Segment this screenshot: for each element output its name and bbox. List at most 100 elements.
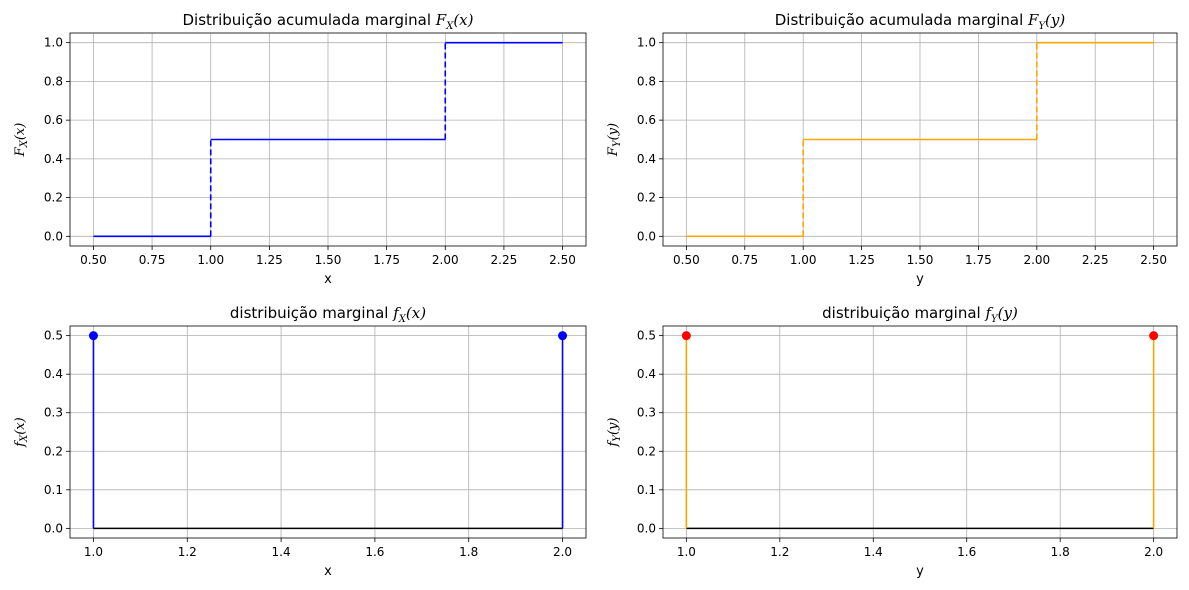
y-tick-label: 0.3: [44, 406, 63, 420]
axes-frame: [69, 32, 587, 247]
math-base: f: [13, 440, 28, 448]
math-argument: (y): [606, 123, 621, 141]
x-tick-label: 2.50: [1140, 253, 1167, 267]
x-tick-label: 1.0: [84, 545, 103, 559]
title-text: distribuição marginal: [230, 304, 393, 322]
x-tick-label: 2.00: [1023, 253, 1050, 267]
y-tick-label: 0.3: [637, 406, 656, 420]
y-axis-label: FX(x): [13, 123, 30, 158]
x-tick-label: 1.00: [197, 253, 224, 267]
x-tick-label: 0.50: [80, 253, 107, 267]
x-tick-label: 1.75: [373, 253, 400, 267]
x-tick-label: 1.50: [315, 253, 342, 267]
math-base: f: [392, 304, 401, 322]
y-tick-label: 0.5: [44, 329, 63, 343]
subplot-1: 0.50 0.75 1.00 1.25 1.50 1.75 2.00 2.25 2.50 0.0 0…: [13, 11, 587, 287]
axes-frame: [662, 325, 1178, 539]
math-subscript: X: [19, 434, 30, 443]
math-base: F: [606, 146, 621, 157]
y-tick-label: 0.8: [637, 74, 656, 88]
x-tick-label: 2.50: [549, 253, 576, 267]
x-tick-label: 1.75: [965, 253, 992, 267]
y-tick-label: 0.0: [44, 521, 63, 535]
y-tick-label: 0.2: [44, 444, 63, 458]
y-tick-label: 0.0: [44, 229, 63, 243]
x-tick-label: 1.8: [1051, 545, 1070, 559]
math-base: F: [13, 146, 28, 157]
subplot-3: 1.0 1.2 1.4 1.6 1.8 2.0 0.0 0.1 0.2 0.3 0.4 0.5 dist…: [13, 304, 587, 579]
subplot-title: Distribuição acumulada marginal FY(y): [775, 11, 1066, 32]
x-tick-label: 1.25: [256, 253, 283, 267]
x-tick-label: 1.2: [770, 545, 789, 559]
subplot-title: distribuição marginal fX(x): [230, 304, 426, 325]
stem-marker: [681, 331, 691, 341]
y-tick-label: 1.0: [44, 36, 63, 50]
x-tick-label: 1.00: [790, 253, 817, 267]
y-axis-label: fY(y): [606, 418, 623, 448]
y-tick-label: 0.1: [44, 483, 63, 497]
subplot-2: 0.50 0.75 1.00 1.25 1.50 1.75 2.00 2.25 2.50 0.0 0…: [606, 11, 1178, 287]
math-subscript: X: [398, 314, 407, 325]
y-tick-label: 0.4: [637, 367, 656, 381]
math-argument: (x): [13, 417, 28, 434]
x-tick-label: 1.6: [365, 545, 384, 559]
math-subscript: Y: [991, 314, 999, 325]
y-tick-label: 0.8: [44, 74, 63, 88]
x-tick-label: 0.50: [673, 253, 700, 267]
x-tick-label: 0.75: [731, 253, 758, 267]
x-tick-label: 2.25: [491, 253, 518, 267]
math-subscript: X: [445, 21, 454, 32]
x-axis-label: y: [916, 564, 924, 579]
y-tick-label: 0.2: [637, 191, 656, 205]
x-tick-label: 2.0: [1144, 545, 1163, 559]
math-argument: (y): [1045, 11, 1065, 29]
title-text: distribuição marginal: [822, 304, 985, 322]
y-tick-label: 0.0: [637, 229, 656, 243]
x-tick-label: 2.00: [432, 253, 459, 267]
subplot-title: distribuição marginal fY(y): [822, 304, 1018, 325]
x-tick-label: 1.4: [864, 545, 883, 559]
stem-marker: [88, 331, 98, 341]
y-tick-label: 1.0: [637, 36, 656, 50]
x-tick-label: 1.6: [957, 545, 976, 559]
x-axis-label: y: [916, 272, 924, 287]
x-tick-label: 1.50: [907, 253, 934, 267]
x-tick-label: 1.2: [178, 545, 197, 559]
y-tick-label: 0.6: [637, 113, 656, 127]
y-axis-label: FY(y): [606, 123, 623, 157]
x-axis-label: x: [324, 564, 332, 579]
stem-marker: [1149, 331, 1159, 341]
math-subscript: Y: [1038, 21, 1046, 32]
x-tick-label: 2.25: [1082, 253, 1109, 267]
subplot-title: Distribuição acumulada marginal FX(x): [183, 11, 474, 32]
math-subscript: Y: [612, 434, 623, 442]
math-argument: (y): [998, 304, 1018, 322]
x-tick-label: 1.0: [677, 545, 696, 559]
x-tick-label: 1.25: [848, 253, 875, 267]
math-argument: (y): [606, 418, 621, 436]
y-tick-label: 0.2: [637, 444, 656, 458]
math-base: f: [984, 304, 993, 322]
title-text: Distribuição acumulada marginal: [775, 11, 1028, 29]
y-tick-label: 0.1: [637, 483, 656, 497]
axes-frame: [662, 32, 1178, 247]
stem-marker: [558, 331, 568, 341]
y-tick-label: 0.4: [44, 367, 63, 381]
y-tick-label: 0.0: [637, 521, 656, 535]
x-tick-label: 2.0: [553, 545, 572, 559]
math-base: F: [1027, 11, 1039, 29]
x-tick-label: 1.8: [459, 545, 478, 559]
axes-frame: [69, 325, 587, 539]
math-base: F: [435, 11, 447, 29]
subplot-4: 1.0 1.2 1.4 1.6 1.8 2.0 0.0 0.1 0.2 0.3 0.4 0.5 dist…: [606, 304, 1178, 579]
title-text: Distribuição acumulada marginal: [183, 11, 436, 29]
math-subscript: X: [19, 139, 30, 148]
y-axis-label: fX(x): [13, 417, 30, 447]
y-tick-label: 0.4: [44, 152, 63, 166]
math-subscript: Y: [612, 139, 623, 147]
x-axis-label: x: [324, 272, 332, 287]
math-argument: (x): [406, 304, 426, 322]
y-tick-label: 0.5: [637, 329, 656, 343]
math-argument: (x): [453, 11, 473, 29]
